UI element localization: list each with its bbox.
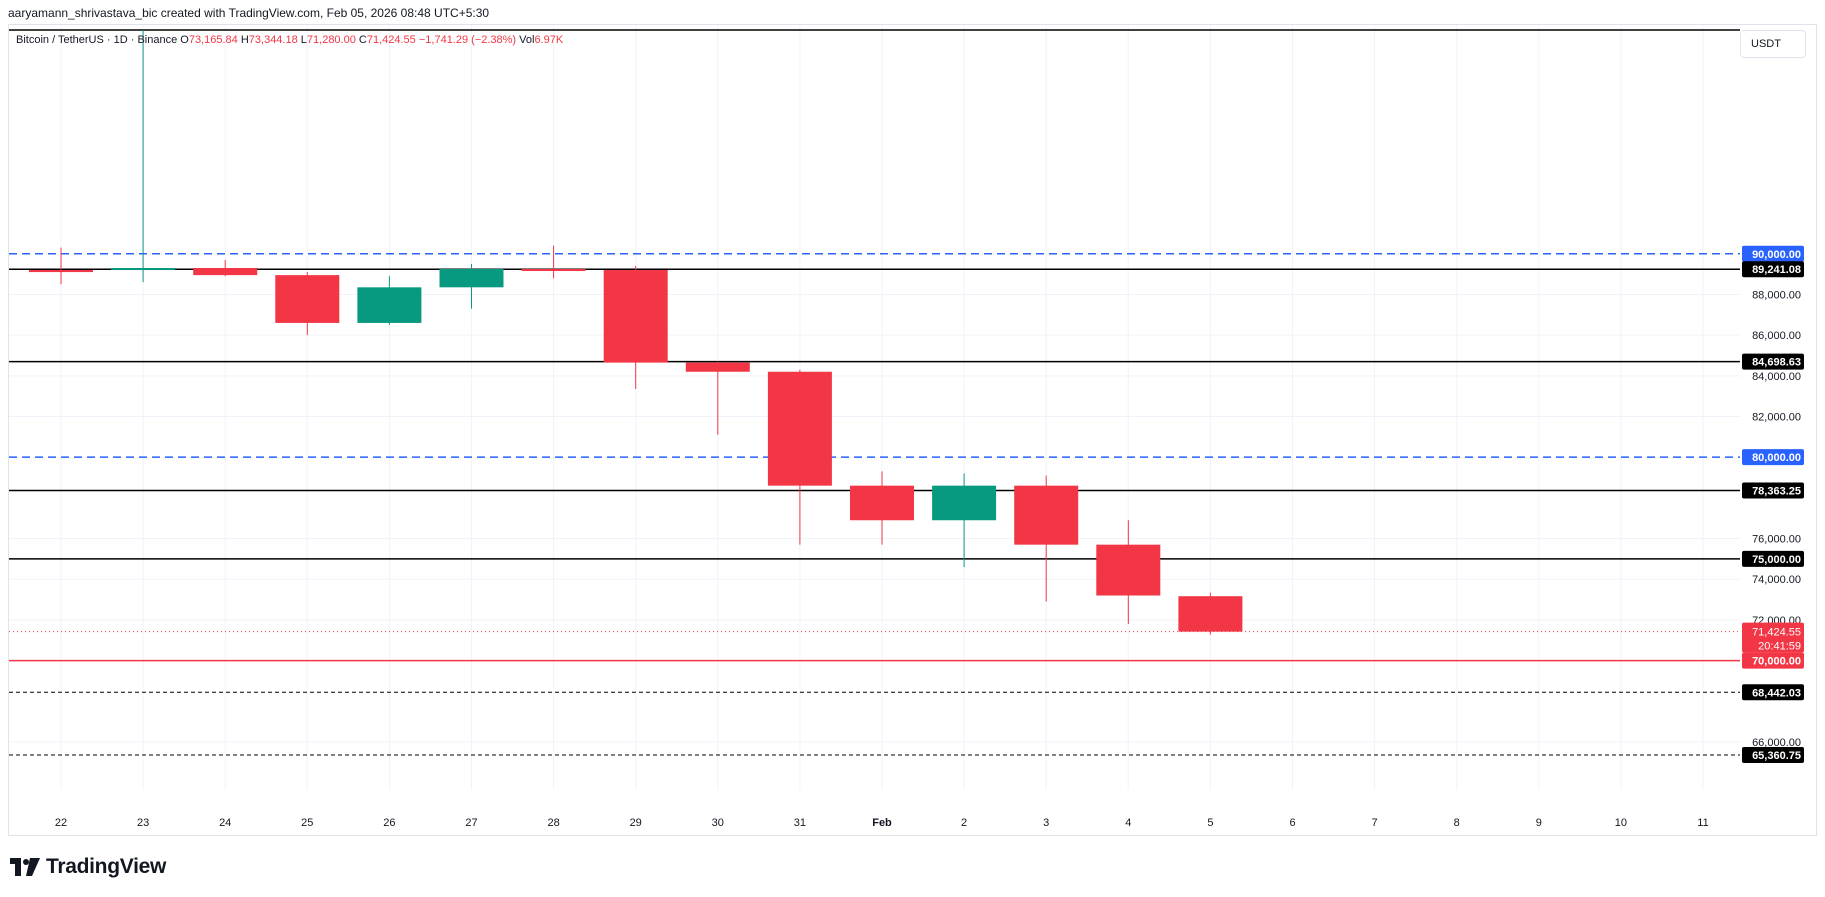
x-tick-label: 25 [301,817,313,829]
horizontal-levels [9,29,1740,756]
y-tick-label: 88,000.00 [1752,289,1801,301]
level-badge-label: 90,000.00 [1752,249,1801,261]
current-price-badge [1742,622,1804,653]
x-tick-label: 7 [1372,817,1378,829]
x-tick-label: 26 [383,817,395,829]
x-tick-label: 2 [961,817,967,829]
price-badges: 90,000.00 89,241.08 84,698.63 80,000.00 78,3… [1742,245,1804,763]
x-tick-label: 31 [794,817,806,829]
level-badge-label: 89,241.08 [1752,264,1801,276]
level-badge [1742,353,1804,370]
legend-change: −1,741.29 (−2.38%) [418,34,517,46]
level-badge-label: 68,442.03 [1752,687,1801,699]
tradingview-logo-text: TradingView [46,855,167,878]
x-axis: 22 23 24 25 26 27 28 29 30 31 Feb 2 3 4 5 6 7 8 9 10 11 [55,817,1709,829]
chart-attribution: aaryamann_shrivastava_bic created with T… [8,6,490,20]
legend-open-label: O [180,34,189,46]
x-tick-label: 29 [630,817,642,829]
x-tick-label: 10 [1615,817,1627,829]
chart-frame[interactable] [8,24,1817,836]
candle-body [850,485,914,521]
legend-open: 73,165.84 [188,34,238,46]
candle-body [1014,485,1079,545]
candle-body [932,485,997,521]
current-price-label: 71,424.55 [1752,627,1801,639]
candle-body [357,287,422,323]
level-badge [1742,746,1804,763]
y-tick-label: 82,000.00 [1752,412,1801,424]
level-badge [1742,245,1804,262]
y-tick-label: 84,000.00 [1752,371,1801,383]
legend-high-label: H [240,34,249,46]
legend-close-label: C [358,34,367,46]
candle-body [767,371,832,486]
y-axis: 88,000.00 86,000.00 84,000.00 82,000.00 76,0… [1752,289,1801,749]
x-tick-label: 24 [219,817,231,829]
y-tick-label: 76,000.00 [1752,534,1801,546]
level-badge-label: 65,360.75 [1752,750,1801,762]
candle-body [111,268,176,271]
legend-vol-label: Vol [519,34,535,46]
x-tick-label: 27 [465,817,477,829]
level-badge-label: 70,000.00 [1752,656,1801,668]
candle-body [29,270,93,273]
level-badge [1742,550,1804,567]
candle-body [1096,544,1161,596]
legend-vol: 6.97K [534,34,564,46]
y-tick-label: 74,000.00 [1752,574,1801,586]
candle-body [193,268,258,276]
level-badge [1742,652,1804,669]
candle-body [603,270,668,363]
countdown-label: 20:41:59 [1758,641,1801,653]
candle-body [275,275,340,323]
x-tick-label: 5 [1207,817,1213,829]
legend-high: 73,344.18 [248,34,298,46]
tradingview-logo-icon [10,858,40,876]
x-tick-label: 23 [137,817,149,829]
tradingview-logo[interactable]: TradingView [10,855,166,879]
candle-body [685,362,750,372]
chart-grid [9,25,1740,790]
candlestick-series [29,30,1243,635]
legend-close: 71,424.55 [366,34,416,46]
x-tick-label: 6 [1289,817,1295,829]
candle-body [521,269,586,272]
level-badge [1742,482,1804,499]
x-tick-label: 4 [1125,817,1131,829]
x-tick-label: 30 [712,817,724,829]
currency-unit-button[interactable]: USDT [1740,30,1806,58]
level-badge-label: 78,363.25 [1752,485,1801,497]
ohlc-legend: Bitcoin / TetherUS · 1D · Binance O73,16… [16,34,563,46]
candle-body [439,269,504,288]
y-tick-label: 86,000.00 [1752,330,1801,342]
level-badge [1742,261,1804,278]
legend-symbol: Bitcoin / TetherUS · 1D · Binance [16,34,178,46]
x-tick-label: 8 [1454,817,1460,829]
x-tick-label: 9 [1536,817,1542,829]
level-badge [1742,449,1804,466]
legend-low-label: L [300,34,307,46]
level-badge-label: 75,000.00 [1752,554,1801,566]
level-badge-label: 80,000.00 [1752,452,1801,464]
y-tick-label: 66,000.00 [1752,737,1801,749]
candle-body [1178,596,1243,632]
level-badge-label: 84,698.63 [1752,357,1801,369]
x-tick-label: 3 [1043,817,1049,829]
x-tick-label: Feb [872,817,892,829]
x-tick-label: 11 [1697,817,1708,829]
x-tick-label: 22 [55,817,67,829]
x-tick-label: 28 [547,817,559,829]
level-badge [1742,684,1804,701]
legend-low: 71,280.00 [306,34,356,46]
